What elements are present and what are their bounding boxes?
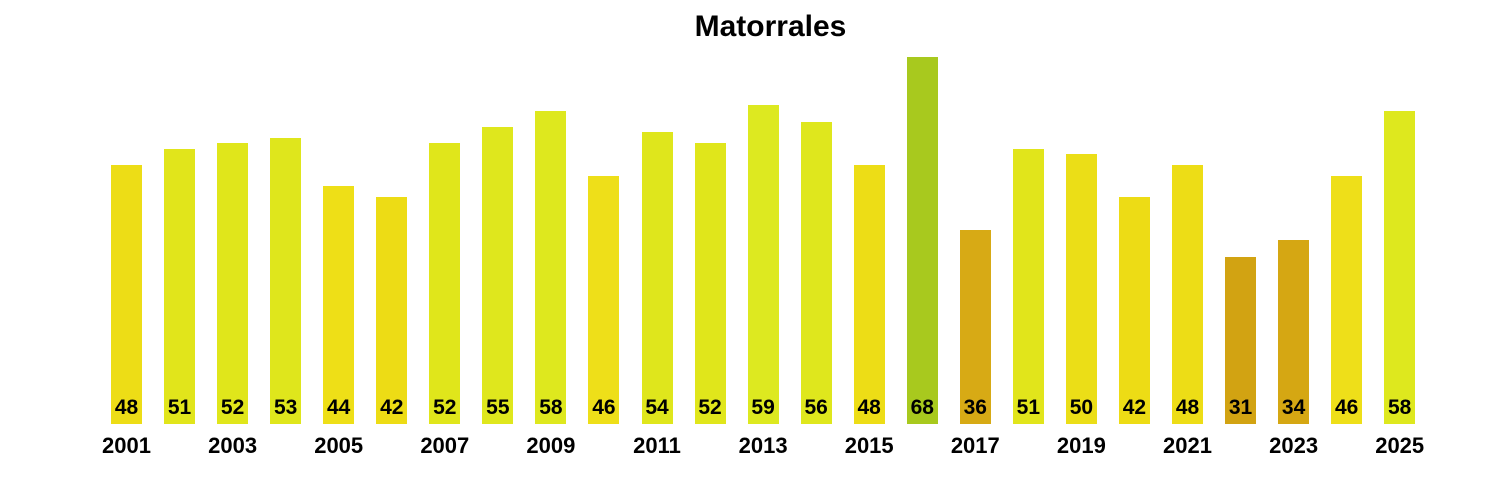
bar-value-label: 42 [1122, 395, 1147, 419]
bar-2022: 31 [1225, 256, 1257, 424]
bar-2016: 68 [906, 56, 938, 424]
bar-value-label: 58 [1388, 395, 1412, 419]
bar-2017: 36 [959, 229, 991, 424]
bar-value-label: 56 [804, 395, 828, 419]
bar-2001: 48 [111, 164, 142, 424]
x-tick-label: 2003 [208, 433, 258, 458]
bar-2006: 42 [376, 197, 408, 424]
bar-value-label: 51 [167, 395, 192, 419]
bar-value-label: 54 [645, 395, 669, 419]
bar-value-label: 52 [433, 395, 457, 419]
bar-2009: 58 [535, 110, 567, 424]
bar-2012: 52 [694, 143, 726, 424]
x-tick-label: 2021 [1163, 433, 1212, 458]
bar-value-label: 53 [273, 395, 298, 419]
bar-2018: 51 [1012, 148, 1044, 424]
chart-title: Matorrales [694, 10, 847, 43]
bar-2004: 53 [270, 137, 302, 424]
bar-2010: 46 [588, 175, 620, 424]
bar-2020: 42 [1118, 197, 1150, 424]
bar-2008: 55 [482, 127, 514, 424]
bar-value-label: 46 [592, 395, 616, 419]
x-tick-label: 2015 [844, 433, 894, 458]
bar-2025: 58 [1384, 110, 1416, 424]
x-tick-label: 2013 [738, 433, 788, 458]
bar-2011: 54 [641, 132, 673, 424]
x-tick-label: 2011 [633, 433, 681, 458]
bar-value-label: 46 [1334, 395, 1359, 419]
bar-value-label: 51 [1016, 395, 1041, 419]
bar-value-label: 34 [1281, 395, 1306, 419]
bar-value-label: 50 [1069, 396, 1094, 419]
bar-value-label: 42 [380, 395, 404, 419]
bar-2019: 50 [1065, 154, 1097, 424]
bar-value-label: 48 [1175, 395, 1200, 419]
x-tick-label: 2025 [1375, 433, 1425, 458]
bar-value-label: 31 [1228, 395, 1253, 419]
bar-value-label: 36 [963, 395, 987, 419]
bar-value-label: 48 [114, 395, 139, 419]
bar-value-label: 68 [910, 395, 934, 419]
bar-2014: 56 [800, 121, 832, 424]
bar-2005: 44 [323, 186, 355, 424]
x-tick-label: 2005 [314, 433, 364, 458]
x-tick-label: 2023 [1269, 433, 1319, 458]
bar-2021: 48 [1172, 164, 1203, 424]
x-tick-label: 2017 [950, 433, 1000, 458]
bar-value-label: 59 [751, 395, 775, 419]
bar-value-label: 55 [486, 396, 510, 419]
x-tick-label: 2007 [420, 433, 470, 458]
bar-value-label: 48 [857, 395, 881, 419]
bar-2002: 51 [164, 148, 196, 424]
bar-2007: 52 [429, 143, 461, 424]
x-tick-label: 2019 [1056, 433, 1106, 458]
bar-2015: 48 [853, 164, 885, 424]
x-tick-label: 2001 [102, 433, 151, 458]
bar-2003: 52 [217, 143, 249, 424]
bar-value-label: 52 [220, 395, 245, 419]
bar-2013: 59 [747, 105, 779, 424]
bar-2023: 34 [1278, 240, 1310, 424]
bar-2024: 46 [1331, 175, 1363, 424]
bar-value-label: 52 [698, 395, 722, 419]
bar-value-label: 44 [327, 395, 351, 419]
x-tick-label: 2009 [526, 433, 576, 458]
bar-value-label: 58 [539, 395, 563, 419]
